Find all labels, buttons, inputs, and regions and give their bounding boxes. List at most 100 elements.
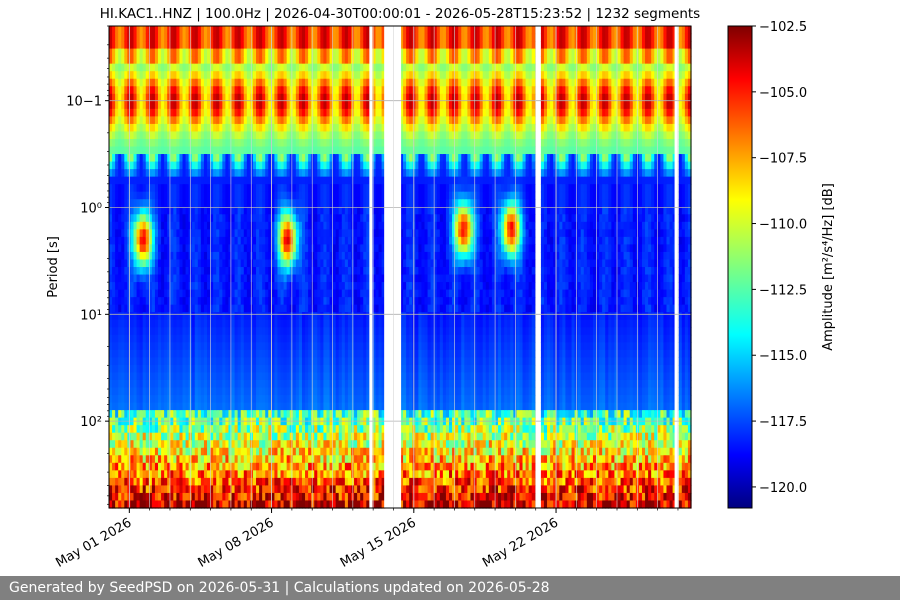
- heatmap-cell: [197, 206, 202, 215]
- heatmap-cell: [216, 364, 220, 374]
- heatmap-cell: [207, 214, 211, 223]
- heatmap-cell: [173, 327, 177, 336]
- heatmap-cell: [256, 500, 260, 509]
- heatmap-cell: [289, 251, 294, 261]
- heatmap-cell: [265, 485, 269, 494]
- heatmap-cell: [274, 477, 279, 487]
- heatmap-cell: [338, 221, 343, 230]
- heatmap-cell: [249, 138, 254, 148]
- heatmap-cell: [314, 169, 318, 178]
- heatmap-cell: [207, 485, 211, 494]
- heatmap-cell: [112, 41, 116, 50]
- heatmap-cell: [203, 131, 208, 140]
- heatmap-cell: [341, 395, 346, 404]
- heatmap-cell: [213, 93, 217, 102]
- heatmap-cell: [259, 78, 263, 87]
- heatmap-cell: [317, 417, 321, 426]
- heatmap-cell: [262, 312, 266, 321]
- heatmap-cell: [329, 33, 334, 42]
- heatmap-cell: [133, 485, 138, 494]
- heatmap-cell: [274, 304, 279, 313]
- heatmap-cell: [121, 357, 125, 366]
- heatmap-cell: [176, 410, 181, 419]
- heatmap-cell: [109, 455, 113, 464]
- heatmap-cell: [268, 244, 272, 253]
- heatmap-cell: [173, 123, 177, 133]
- heatmap-cell: [262, 41, 266, 50]
- heatmap-cell: [341, 447, 346, 456]
- heatmap-cell: [283, 169, 288, 178]
- heatmap-cell: [256, 176, 260, 185]
- heatmap-cell: [222, 26, 226, 35]
- heatmap-cell: [305, 184, 309, 193]
- heatmap-cell: [314, 108, 318, 117]
- heatmap-cell: [112, 440, 116, 449]
- heatmap-cell: [145, 259, 150, 268]
- heatmap-cell: [148, 244, 153, 253]
- heatmap-cell: [311, 251, 315, 261]
- heatmap-cell: [191, 440, 196, 449]
- heatmap-cell: [136, 410, 141, 419]
- heatmap-cell: [292, 447, 297, 456]
- heatmap-cell: [298, 101, 303, 110]
- heatmap-cell: [112, 214, 116, 223]
- heatmap-cell: [222, 387, 226, 396]
- heatmap-cell: [203, 244, 208, 253]
- heatmap-cell: [161, 169, 165, 178]
- heatmap-cell: [136, 108, 141, 117]
- heatmap-cell: [228, 500, 233, 509]
- heatmap-cell: [305, 319, 309, 328]
- heatmap-cell: [268, 455, 272, 464]
- heatmap-cell: [200, 379, 205, 389]
- heatmap-cell: [124, 492, 128, 502]
- heatmap-cell: [210, 221, 214, 230]
- heatmap-cell: [305, 372, 309, 381]
- heatmap-cell: [219, 485, 223, 494]
- heatmap-cell: [133, 154, 138, 163]
- heatmap-cell: [210, 500, 214, 509]
- heatmap-cell: [161, 334, 165, 343]
- heatmap-cell: [222, 123, 226, 133]
- heatmap-cell: [145, 364, 150, 374]
- heatmap-cell: [213, 176, 217, 185]
- heatmap-cell: [219, 71, 223, 80]
- heatmap-cell: [118, 259, 122, 268]
- heatmap-cell: [256, 169, 260, 178]
- heatmap-cell: [332, 251, 337, 261]
- heatmap-cell: [240, 342, 245, 351]
- heatmap-cell: [295, 78, 300, 87]
- heatmap-cell: [323, 455, 328, 464]
- heatmap-cell: [237, 462, 242, 471]
- heatmap-cell: [216, 176, 220, 185]
- heatmap-cell: [249, 184, 254, 193]
- heatmap-cell: [249, 462, 254, 471]
- heatmap-cell: [197, 470, 202, 479]
- heatmap-cell: [246, 244, 251, 253]
- heatmap-cell: [344, 116, 349, 125]
- heatmap-cell: [151, 33, 156, 42]
- heatmap-cell: [112, 131, 116, 140]
- heatmap-cell: [228, 312, 233, 321]
- heatmap-cell: [341, 387, 346, 396]
- heatmap-cell: [222, 154, 226, 163]
- heatmap-cell: [326, 462, 331, 471]
- heatmap-cell: [298, 319, 303, 328]
- heatmap-cell: [130, 56, 135, 65]
- heatmap-cell: [191, 334, 196, 343]
- heatmap-cell: [161, 470, 165, 479]
- heatmap-cell: [167, 470, 171, 479]
- heatmap-cell: [280, 297, 285, 306]
- heatmap-cell: [139, 379, 144, 389]
- heatmap-cell: [271, 251, 276, 261]
- heatmap-cell: [112, 184, 116, 193]
- heatmap-cell: [118, 78, 122, 87]
- heatmap-cell: [292, 274, 297, 283]
- heatmap-cell: [341, 71, 346, 80]
- heatmap-cell: [265, 364, 269, 374]
- heatmap-cell: [154, 236, 159, 246]
- heatmap-cell: [320, 86, 325, 95]
- heatmap-cell: [124, 447, 128, 456]
- heatmap-cell: [118, 244, 122, 253]
- heatmap-cell: [314, 282, 318, 291]
- heatmap-cell: [249, 342, 254, 351]
